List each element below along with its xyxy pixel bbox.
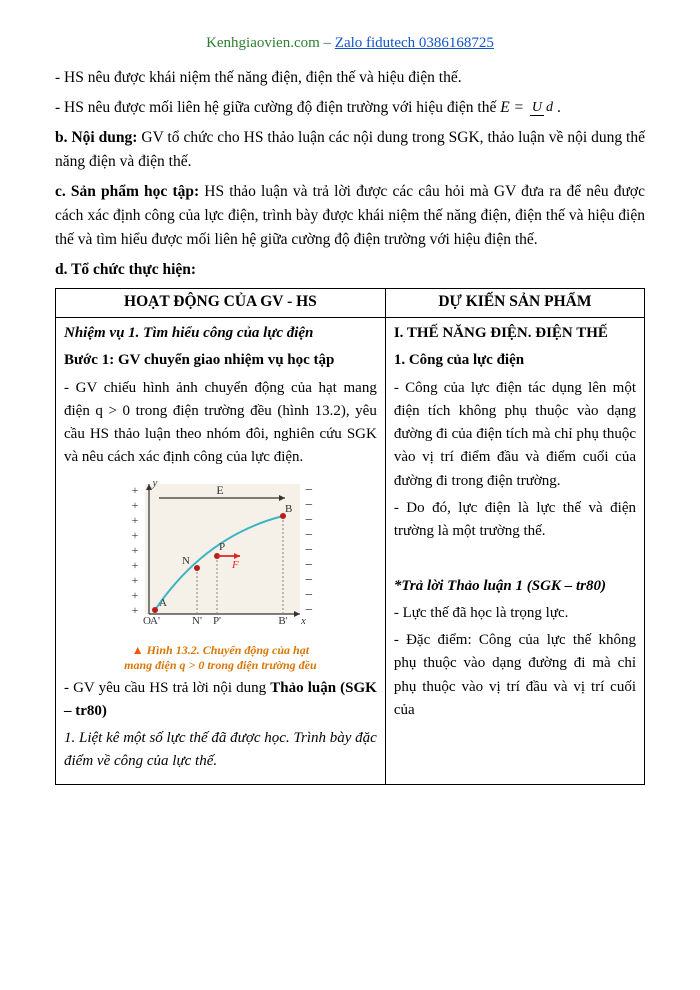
section-c-label: c. Sản phẩm học tập: (55, 183, 204, 200)
document-page: Kenhgiaovien.com – Zalo fidutech 0386168… (0, 0, 700, 990)
separator: – (320, 35, 335, 51)
svg-text:y: y (152, 477, 158, 489)
figure-13-2: +++ +++ +++ −−− −−− −−− (64, 476, 377, 673)
section-b-label: b. Nội dung: (55, 129, 141, 146)
svg-text:+: + (132, 558, 139, 572)
svg-text:−: − (305, 603, 313, 618)
right-p2: - Do đó, lực điện là lực thế và điện trư… (394, 497, 636, 544)
svg-text:N': N' (192, 615, 202, 627)
caption-triangle-icon: ▲ (132, 643, 147, 657)
svg-text:+: + (132, 483, 139, 497)
table-head-right: DỰ KIẾN SẢN PHẨM (385, 289, 644, 318)
fraction: Ud (530, 101, 555, 115)
svg-text:x: x (300, 615, 306, 627)
svg-text:+: + (132, 528, 139, 542)
frac-denominator: d (544, 100, 555, 115)
intro-line-1: - HS nêu được khái niệm thế năng điện, đ… (55, 66, 645, 90)
svg-text:P': P' (213, 615, 221, 627)
section-c: c. Sản phẩm học tập: HS thảo luận và trả… (55, 180, 645, 252)
contact-link[interactable]: Zalo fidutech 0386168725 (335, 35, 494, 51)
svg-text:F: F (231, 559, 239, 571)
left-p3: 1. Liệt kê một số lực thế đã được học. T… (64, 727, 377, 774)
svg-text:B': B' (279, 615, 288, 627)
svg-text:+: + (132, 498, 139, 512)
caption-line-1: Hình 13.2. Chuyển động của hạt (147, 643, 309, 657)
svg-text:+: + (132, 588, 139, 602)
site-name[interactable]: Kenhgiaovien.com (206, 35, 320, 51)
svg-text:E: E (217, 483, 224, 497)
svg-text:−: − (305, 558, 313, 573)
table-cell-right: I. THẾ NĂNG ĐIỆN. ĐIỆN THẾ 1. Công của l… (385, 318, 644, 785)
formula-lhs: E = (500, 99, 528, 116)
intro-line-2-pre: - HS nêu được mối liên hệ giữa cường độ … (55, 99, 500, 116)
right-h1: I. THẾ NĂNG ĐIỆN. ĐIỆN THẾ (394, 322, 636, 345)
svg-text:B: B (285, 503, 292, 515)
svg-text:−: − (305, 543, 313, 558)
frac-numerator: U (530, 100, 544, 116)
right-p3: - Lực thế đã học là trọng lực. (394, 602, 636, 625)
figure-caption: ▲ Hình 13.2. Chuyển động của hạt mang đi… (64, 643, 377, 673)
svg-text:P: P (219, 541, 225, 553)
task-title: Nhiệm vụ 1. Tìm hiểu công của lực điện (64, 322, 377, 345)
right-p4: - Đặc điểm: Công của lực thế không phụ t… (394, 629, 636, 722)
table-cell-left: Nhiệm vụ 1. Tìm hiểu công của lực điện B… (56, 318, 386, 785)
section-b: b. Nội dung: GV tổ chức cho HS thảo luận… (55, 126, 645, 174)
left-p1: - GV chiếu hình ảnh chuyển động của hạt … (64, 377, 377, 470)
caption-line-2: mang điện q > 0 trong điện trường đều (124, 658, 317, 672)
svg-text:A: A (159, 597, 167, 609)
right-p1: - Công của lực điện tác dụng lên một điệ… (394, 377, 636, 493)
step-1-title: Bước 1: GV chuyển giao nhiệm vụ học tập (64, 349, 377, 372)
svg-text:A': A' (150, 615, 160, 627)
activity-table: HOẠT ĐỘNG CỦA GV - HS DỰ KIẾN SẢN PHẨM N… (55, 288, 645, 785)
section-d-label: d. Tổ chức thực hiện: (55, 258, 645, 282)
section-b-text: GV tổ chức cho HS thảo luận các nội dung… (55, 129, 645, 170)
right-h3: *Trả lời Thảo luận 1 (SGK – tr80) (394, 575, 636, 598)
svg-text:+: + (132, 573, 139, 587)
chart-svg: +++ +++ +++ −−− −−− −−− (115, 476, 325, 641)
header-line: Kenhgiaovien.com – Zalo fidutech 0386168… (55, 35, 645, 52)
table-head-left: HOẠT ĐỘNG CỦA GV - HS (56, 289, 386, 318)
svg-text:−: − (305, 528, 313, 543)
svg-text:−: − (305, 498, 313, 513)
svg-text:+: + (132, 513, 139, 527)
intro-line-2: - HS nêu được mối liên hệ giữa cường độ … (55, 96, 645, 120)
right-h2: 1. Công của lực điện (394, 349, 636, 372)
left-p2: - GV yêu cầu HS trả lời nội dung Thảo lu… (64, 677, 377, 724)
svg-text:−: − (305, 513, 313, 528)
svg-text:−: − (305, 483, 313, 498)
intro-line-2-post: . (557, 99, 561, 116)
svg-text:N: N (182, 555, 190, 567)
svg-text:−: − (305, 573, 313, 588)
left-p2-pre: - GV yêu cầu HS trả lời nội dung (64, 680, 270, 696)
svg-text:−: − (305, 588, 313, 603)
svg-text:+: + (132, 603, 139, 617)
svg-text:+: + (132, 543, 139, 557)
